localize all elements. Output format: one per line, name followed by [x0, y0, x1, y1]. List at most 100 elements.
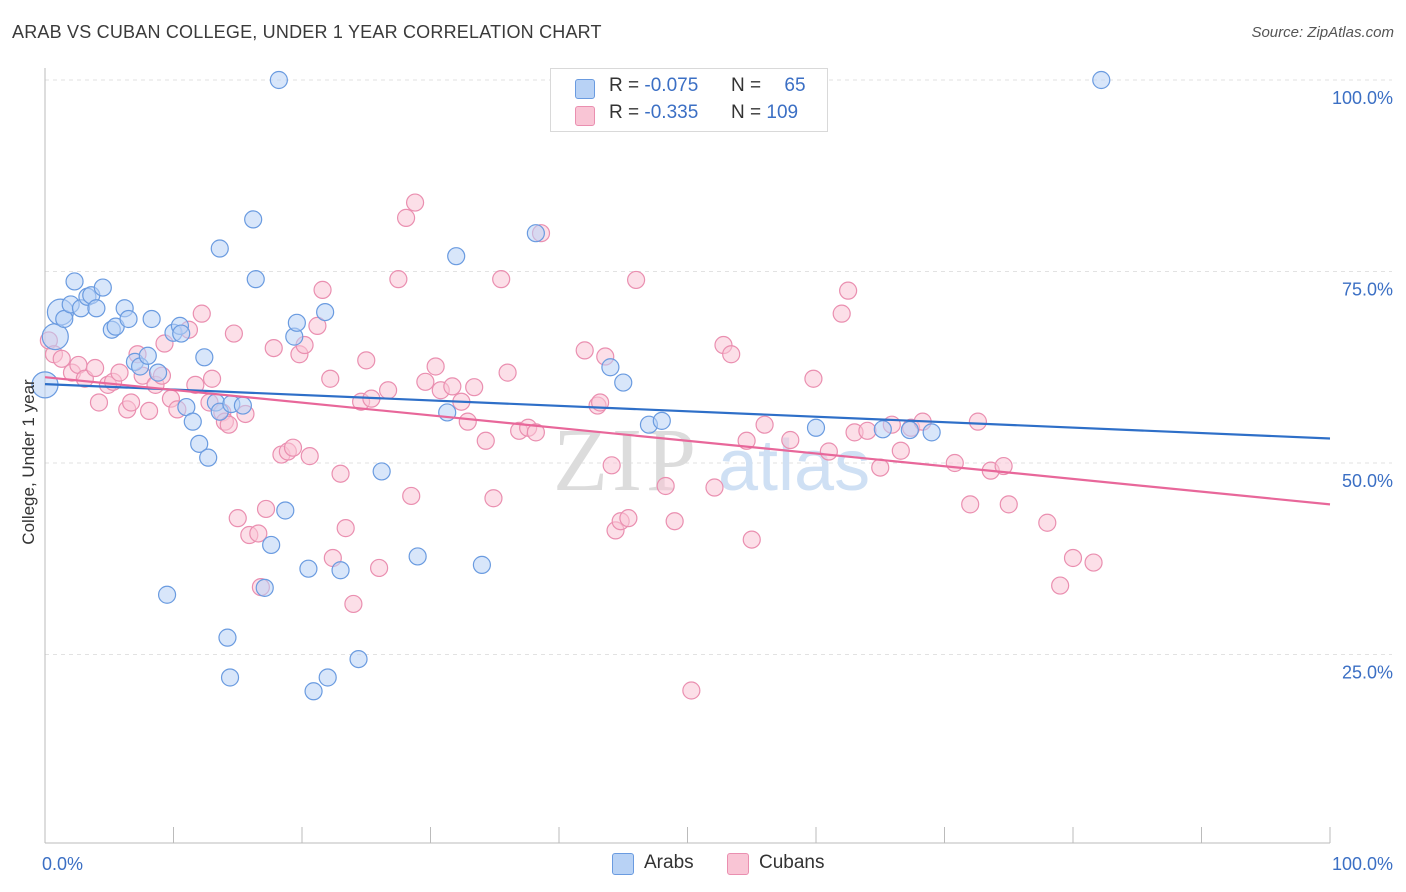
point-cubans-44 [313, 280, 332, 299]
point-cubans-53 [370, 558, 389, 578]
point-cubans-42 [300, 447, 319, 466]
point-cubans-57 [402, 486, 421, 506]
point-arabs-63 [922, 423, 941, 442]
point-cubans-36 [264, 339, 283, 358]
x-tick-label-right: 100.0% [1332, 854, 1393, 874]
point-cubans-105 [961, 495, 980, 514]
point-cubans-108 [994, 456, 1013, 476]
point-cubans-58 [405, 193, 425, 212]
point-arabs-44 [299, 559, 318, 578]
point-cubans-109 [999, 495, 1018, 514]
y-tick-label-3: 25.0% [1342, 663, 1393, 683]
legend-row-cubans: R = -0.335 N = 109 [551, 102, 827, 128]
point-cubans-65 [465, 378, 484, 397]
point-cubans-74 [575, 341, 594, 360]
point-cubans-78 [602, 456, 621, 475]
point-cubans-113 [1084, 553, 1103, 572]
point-cubans-110 [1038, 513, 1057, 532]
point-cubans-23 [192, 304, 211, 323]
point-arabs-32 [218, 628, 237, 647]
legend-n-arabs: N = 65 [731, 75, 806, 96]
point-cubans-72 [526, 423, 545, 442]
axes [44, 68, 1331, 844]
chart-title: ARAB VS CUBAN COLLEGE, UNDER 1 YEAR CORR… [12, 22, 602, 42]
point-arabs-33 [220, 668, 240, 687]
point-cubans-43 [308, 316, 327, 335]
point-arabs-45 [304, 682, 323, 701]
point-arabs-41 [276, 501, 295, 520]
point-arabs-60 [806, 418, 826, 437]
point-cubans-67 [484, 489, 503, 508]
point-cubans-60 [426, 357, 445, 376]
point-arabs-14 [119, 309, 138, 329]
point-arabs-46 [316, 302, 335, 322]
legend-r-arabs: R = -0.075 [609, 75, 699, 96]
point-cubans-82 [626, 270, 646, 290]
point-cubans-51 [357, 351, 376, 370]
watermark-zip: ZIP [553, 411, 700, 510]
point-arabs-35 [233, 396, 252, 415]
point-cubans-62 [443, 377, 462, 396]
point-cubans-45 [321, 369, 340, 388]
point-cubans-49 [344, 594, 363, 614]
axis-labels: 100.0% 75.0% 50.0% 25.0% 0.0% 100.0% College, … [19, 88, 1393, 874]
series-label-cubans: Cubans [759, 852, 825, 873]
point-cubans-89 [737, 431, 756, 450]
point-cubans-66 [476, 431, 495, 450]
point-cubans-7 [89, 393, 109, 412]
point-arabs-50 [372, 462, 391, 481]
legend-row-arabs: R = -0.075 N = 65 [551, 75, 827, 101]
point-cubans-25 [202, 369, 222, 388]
correlation-legend: R = -0.075 N = 65 R = -0.335 N = 109 [550, 68, 828, 132]
legend-n-cubans: N = 109 [731, 102, 799, 123]
point-cubans-56 [396, 208, 416, 227]
point-arabs-17 [138, 346, 157, 365]
trend-line-arabs [44, 383, 1331, 440]
point-cubans-33 [249, 524, 268, 543]
point-cubans-35 [256, 499, 276, 519]
point-arabs-55 [526, 224, 545, 243]
point-cubans-47 [331, 464, 350, 483]
point-cubans-86 [705, 478, 724, 497]
point-cubans-29 [224, 324, 243, 343]
point-cubans-2 [52, 349, 71, 368]
point-arabs-19 [148, 363, 168, 382]
point-cubans-68 [492, 270, 511, 289]
point-arabs-62 [900, 420, 919, 440]
legend-swatch-arabs [575, 79, 595, 99]
point-cubans-90 [742, 530, 761, 549]
point-cubans-104 [945, 453, 964, 473]
point-cubans-83 [656, 476, 675, 496]
point-arabs-31 [210, 239, 229, 258]
point-cubans-91 [755, 415, 774, 434]
point-cubans-12 [121, 393, 141, 412]
point-arabs-56 [601, 358, 620, 377]
point-cubans-106 [968, 412, 988, 431]
point-cubans-22 [186, 375, 205, 394]
y-tick-label-2: 50.0% [1342, 471, 1393, 491]
series-label-arabs: Arabs [644, 852, 694, 873]
point-arabs-39 [262, 535, 281, 555]
point-cubans-98 [858, 421, 877, 440]
point-arabs-57 [614, 373, 633, 392]
point-arabs-59 [652, 411, 671, 430]
trend-lines [44, 376, 1331, 506]
point-cubans-96 [839, 281, 858, 300]
point-cubans-99 [871, 458, 890, 477]
y-axis-label: College, Under 1 year [19, 379, 38, 545]
point-cubans-111 [1051, 576, 1070, 595]
point-arabs-28 [199, 448, 218, 467]
point-cubans-95 [832, 304, 851, 323]
series-swatch-cubans [727, 853, 749, 875]
point-arabs-64 [1092, 70, 1111, 90]
data-points [31, 70, 1111, 701]
legend-n-value-arabs: 65 [784, 75, 806, 96]
point-cubans-84 [665, 512, 684, 531]
point-cubans-59 [416, 372, 435, 391]
point-cubans-48 [336, 519, 355, 538]
point-arabs-54 [472, 555, 491, 574]
point-cubans-94 [819, 442, 838, 461]
point-cubans-93 [804, 369, 823, 388]
y-tick-label-1: 75.0% [1342, 280, 1393, 300]
